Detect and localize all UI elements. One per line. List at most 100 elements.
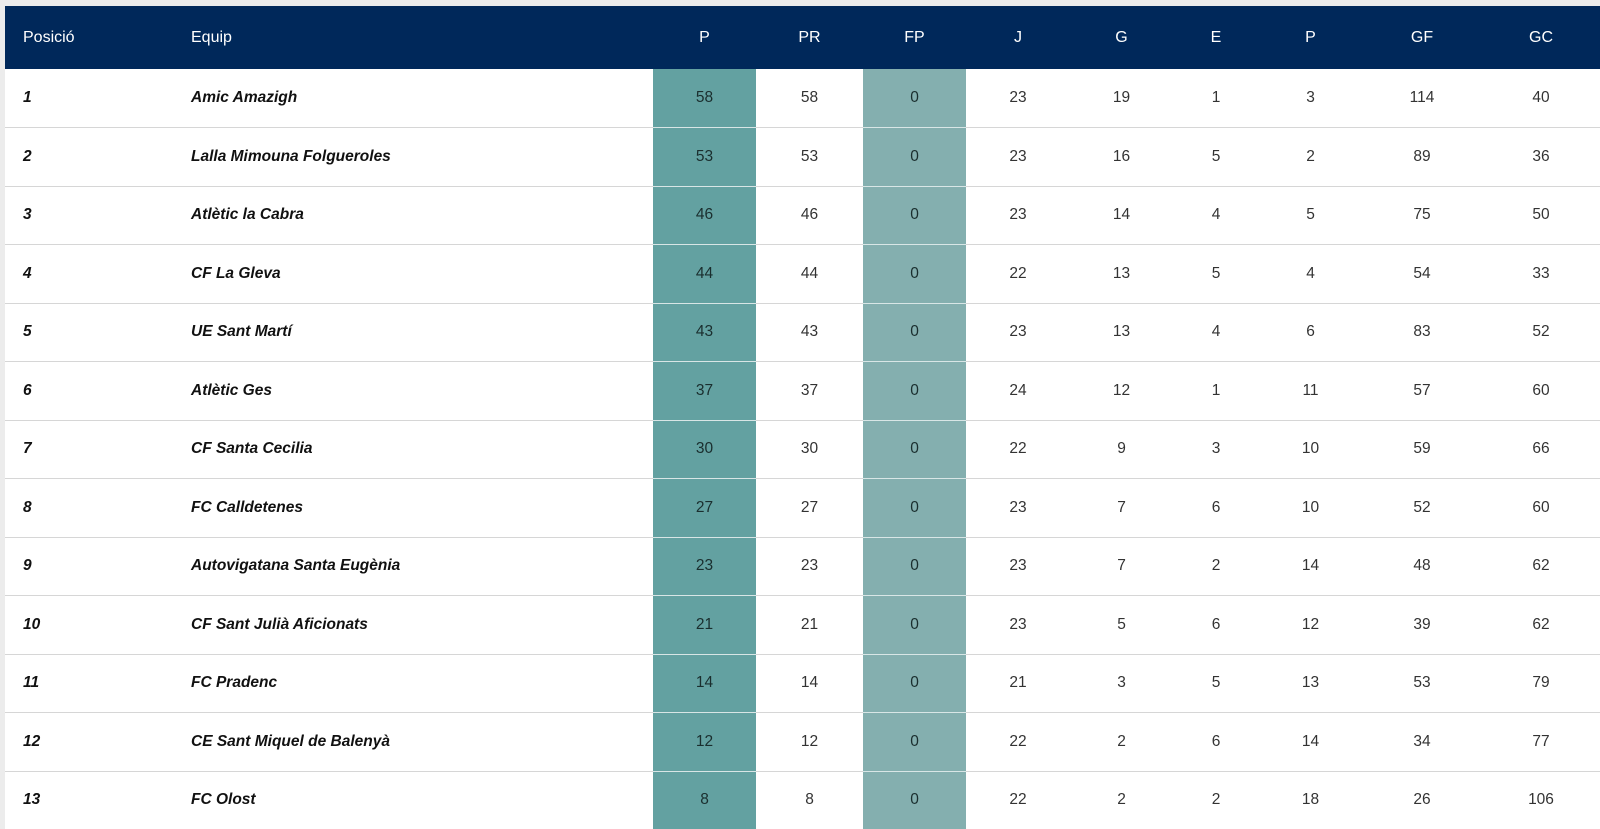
header-points[interactable]: P	[699, 28, 710, 46]
cell-pr: 43	[756, 303, 863, 362]
table-row[interactable]: 12 CE Sant Miquel de Balenyà 12 12 0 22 2 6 14 34…	[5, 712, 1600, 772]
cell-team[interactable]: CE Sant Miquel de Balenyà	[173, 712, 653, 772]
cell-points: 46	[653, 186, 756, 245]
cell-team[interactable]: Atlètic Ges	[173, 361, 653, 421]
cell-pr: 46	[756, 186, 863, 245]
table-row[interactable]: 8 FC Calldetenes 27 27 0 23 7 6 10 52 60	[5, 478, 1600, 538]
cell-team[interactable]: Atlètic la Cabra	[173, 186, 653, 245]
cell-fp: 0	[863, 595, 966, 655]
header-position[interactable]: Posició	[23, 28, 75, 46]
cell-goals-for: 114	[1362, 69, 1482, 128]
cell-won: 3	[1070, 654, 1173, 713]
header-won[interactable]: G	[1115, 28, 1128, 46]
cell-won: 7	[1070, 478, 1173, 538]
cell-lost: 18	[1259, 771, 1362, 829]
cell-team[interactable]: Amic Amazigh	[173, 69, 653, 128]
cell-won: 13	[1070, 303, 1173, 362]
cell-goals-for: 48	[1362, 537, 1482, 596]
table-row[interactable]: 7 CF Santa Cecilia 30 30 0 22 9 3 10 59 66	[5, 420, 1600, 479]
header-goals-against[interactable]: GC	[1529, 28, 1553, 46]
cell-goals-for: 75	[1362, 186, 1482, 245]
cell-points: 27	[653, 478, 756, 538]
cell-goals-against: 33	[1482, 244, 1600, 304]
table-row[interactable]: 4 CF La Gleva 44 44 0 22 13 5 4 54 33	[5, 244, 1600, 304]
table-body: 1 Amic Amazigh 58 58 0 23 19 1 3 114 40 2 Lalla Mimo…	[5, 69, 1600, 829]
cell-goals-against: 60	[1482, 478, 1600, 538]
cell-team[interactable]: Autovigatana Santa Eugènia	[173, 537, 653, 596]
cell-goals-against: 50	[1482, 186, 1600, 245]
cell-position: 7	[5, 420, 173, 479]
header-fp[interactable]: FP	[904, 28, 925, 46]
cell-team[interactable]: FC Olost	[173, 771, 653, 829]
cell-played: 22	[966, 712, 1070, 772]
cell-drawn: 6	[1173, 595, 1259, 655]
cell-fp: 0	[863, 127, 966, 187]
standings-panel: Posició Equip P PR FP J G E P GF GC 1 Ami…	[5, 6, 1600, 829]
cell-played: 23	[966, 537, 1070, 596]
table-row[interactable]: 6 Atlètic Ges 37 37 0 24 12 1 11 57 60	[5, 361, 1600, 421]
cell-team[interactable]: Lalla Mimouna Folgueroles	[173, 127, 653, 187]
cell-drawn: 2	[1173, 771, 1259, 829]
header-played[interactable]: J	[1014, 28, 1022, 46]
table-row[interactable]: 11 FC Pradenc 14 14 0 21 3 5 13 53 79	[5, 654, 1600, 713]
cell-position: 3	[5, 186, 173, 245]
cell-position: 13	[5, 771, 173, 829]
cell-team[interactable]: FC Calldetenes	[173, 478, 653, 538]
cell-team[interactable]: UE Sant Martí	[173, 303, 653, 362]
cell-won: 5	[1070, 595, 1173, 655]
header-drawn[interactable]: E	[1210, 28, 1222, 46]
cell-drawn: 2	[1173, 537, 1259, 596]
cell-played: 23	[966, 303, 1070, 362]
cell-goals-against: 62	[1482, 595, 1600, 655]
cell-pr: 58	[756, 69, 863, 128]
cell-won: 12	[1070, 361, 1173, 421]
header-goals-for[interactable]: GF	[1410, 28, 1434, 46]
cell-position: 10	[5, 595, 173, 655]
header-lost[interactable]: P	[1305, 28, 1316, 46]
cell-lost: 6	[1259, 303, 1362, 362]
header-team[interactable]: Equip	[191, 28, 232, 46]
table-row[interactable]: 5 UE Sant Martí 43 43 0 23 13 4 6 83 52	[5, 303, 1600, 362]
cell-position: 5	[5, 303, 173, 362]
cell-team[interactable]: CF Santa Cecilia	[173, 420, 653, 479]
cell-lost: 3	[1259, 69, 1362, 128]
cell-pr: 37	[756, 361, 863, 421]
cell-position: 8	[5, 478, 173, 538]
cell-points: 53	[653, 127, 756, 187]
table-header-row: Posició Equip P PR FP J G E P GF GC	[5, 6, 1600, 69]
header-pr[interactable]: PR	[798, 28, 821, 46]
cell-drawn: 4	[1173, 303, 1259, 362]
cell-fp: 0	[863, 712, 966, 772]
cell-points: 23	[653, 537, 756, 596]
cell-drawn: 3	[1173, 420, 1259, 479]
cell-points: 21	[653, 595, 756, 655]
cell-goals-for: 57	[1362, 361, 1482, 421]
cell-drawn: 4	[1173, 186, 1259, 245]
table-row[interactable]: 13 FC Olost 8 8 0 22 2 2 18 26 106	[5, 771, 1600, 829]
cell-team[interactable]: CF La Gleva	[173, 244, 653, 304]
cell-fp: 0	[863, 361, 966, 421]
cell-drawn: 5	[1173, 244, 1259, 304]
cell-fp: 0	[863, 537, 966, 596]
cell-lost: 14	[1259, 712, 1362, 772]
table-row[interactable]: 2 Lalla Mimouna Folgueroles 53 53 0 23 16 5 2 89 3…	[5, 127, 1600, 187]
cell-lost: 5	[1259, 186, 1362, 245]
table-row[interactable]: 9 Autovigatana Santa Eugènia 23 23 0 23 7 2 14 48…	[5, 537, 1600, 596]
table-row[interactable]: 10 CF Sant Julià Aficionats 21 21 0 23 5 6 12 39 6…	[5, 595, 1600, 655]
cell-goals-against: 77	[1482, 712, 1600, 772]
cell-drawn: 6	[1173, 712, 1259, 772]
cell-team[interactable]: FC Pradenc	[173, 654, 653, 713]
cell-team[interactable]: CF Sant Julià Aficionats	[173, 595, 653, 655]
cell-pr: 14	[756, 654, 863, 713]
cell-goals-against: 40	[1482, 69, 1600, 128]
cell-position: 11	[5, 654, 173, 713]
cell-drawn: 5	[1173, 127, 1259, 187]
cell-pr: 27	[756, 478, 863, 538]
cell-played: 23	[966, 69, 1070, 128]
table-row[interactable]: 1 Amic Amazigh 58 58 0 23 19 1 3 114 40	[5, 69, 1600, 128]
cell-won: 14	[1070, 186, 1173, 245]
cell-won: 9	[1070, 420, 1173, 479]
cell-goals-for: 34	[1362, 712, 1482, 772]
table-row[interactable]: 3 Atlètic la Cabra 46 46 0 23 14 4 5 75 50	[5, 186, 1600, 245]
cell-played: 23	[966, 186, 1070, 245]
